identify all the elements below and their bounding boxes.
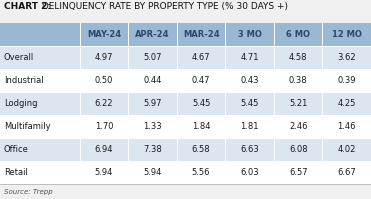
Text: Lodging: Lodging	[4, 99, 37, 108]
Text: 4.71: 4.71	[240, 53, 259, 62]
Text: Office: Office	[4, 145, 29, 154]
Text: CHART 2:: CHART 2:	[4, 2, 52, 11]
Text: 5.45: 5.45	[192, 99, 210, 108]
Text: MAY-24: MAY-24	[87, 30, 121, 39]
Text: 0.39: 0.39	[338, 76, 356, 85]
Text: Industrial: Industrial	[4, 76, 43, 85]
Text: 5.21: 5.21	[289, 99, 308, 108]
Text: Source: Trepp: Source: Trepp	[4, 189, 53, 195]
Text: 1.70: 1.70	[95, 122, 113, 131]
Text: 5.94: 5.94	[143, 168, 162, 177]
Bar	[0, 69, 371, 92]
Text: 6.22: 6.22	[95, 99, 113, 108]
Text: 4.02: 4.02	[338, 145, 356, 154]
Text: 5.07: 5.07	[143, 53, 162, 62]
Text: 6.58: 6.58	[192, 145, 210, 154]
Bar	[0, 161, 371, 184]
Text: 4.58: 4.58	[289, 53, 308, 62]
Text: 12 MO: 12 MO	[332, 30, 362, 39]
Text: MAR-24: MAR-24	[183, 30, 219, 39]
Bar	[0, 23, 371, 46]
Text: 1.33: 1.33	[143, 122, 162, 131]
Text: 5.94: 5.94	[95, 168, 113, 177]
Text: Overall: Overall	[4, 53, 34, 62]
Text: 4.25: 4.25	[338, 99, 356, 108]
Text: 6.08: 6.08	[289, 145, 308, 154]
Bar	[0, 138, 371, 161]
Text: 0.47: 0.47	[192, 76, 210, 85]
Text: 3 MO: 3 MO	[238, 30, 262, 39]
Text: 0.44: 0.44	[143, 76, 162, 85]
Text: 1.84: 1.84	[192, 122, 210, 131]
Text: DELINQUENCY RATE BY PROPERTY TYPE (% 30 DAYS +): DELINQUENCY RATE BY PROPERTY TYPE (% 30 …	[39, 2, 288, 11]
Text: Retail: Retail	[4, 168, 27, 177]
Text: 0.43: 0.43	[240, 76, 259, 85]
Bar	[0, 115, 371, 138]
Text: 5.56: 5.56	[192, 168, 210, 177]
Text: 7.38: 7.38	[143, 145, 162, 154]
Text: 6.63: 6.63	[240, 145, 259, 154]
Text: APR-24: APR-24	[135, 30, 170, 39]
Text: 6.94: 6.94	[95, 145, 113, 154]
Text: 4.67: 4.67	[192, 53, 210, 62]
Text: 1.81: 1.81	[240, 122, 259, 131]
Text: 4.97: 4.97	[95, 53, 113, 62]
Text: 1.46: 1.46	[338, 122, 356, 131]
Bar	[0, 92, 371, 115]
Bar	[0, 46, 371, 69]
Text: 6.67: 6.67	[337, 168, 356, 177]
Text: 2.46: 2.46	[289, 122, 308, 131]
Text: 6.03: 6.03	[240, 168, 259, 177]
Text: 5.45: 5.45	[240, 99, 259, 108]
Text: 0.38: 0.38	[289, 76, 308, 85]
Text: 6.57: 6.57	[289, 168, 308, 177]
Text: 6 MO: 6 MO	[286, 30, 310, 39]
Text: Multifamily: Multifamily	[4, 122, 50, 131]
Text: 3.62: 3.62	[337, 53, 356, 62]
Text: 0.50: 0.50	[95, 76, 113, 85]
Text: 5.97: 5.97	[143, 99, 162, 108]
